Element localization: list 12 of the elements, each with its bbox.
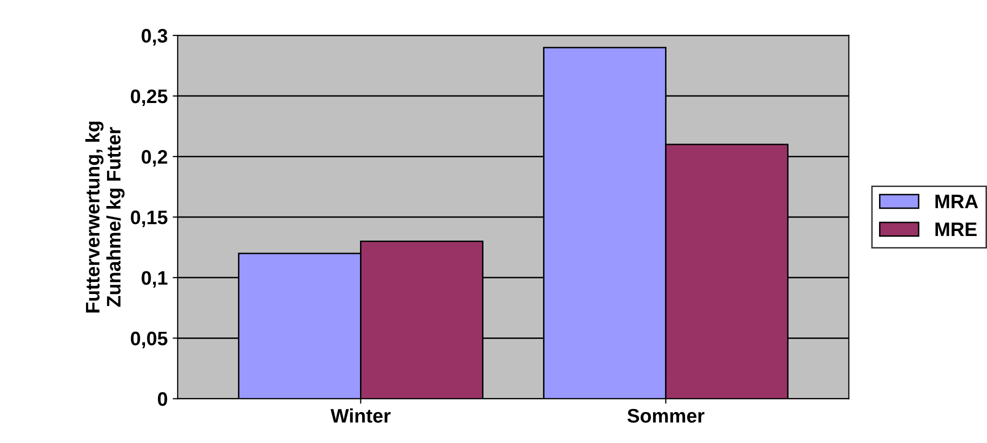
legend-label: MRE — [935, 222, 977, 236]
y-tick-label: 0,05 — [130, 332, 168, 348]
y-tick-label: 0,3 — [142, 28, 168, 46]
y-tick-label: 0 — [158, 392, 168, 406]
y-tick-label: 0,1 — [142, 271, 168, 288]
y-tick-label: 0,25 — [130, 89, 168, 106]
legend-label: MRA — [935, 194, 978, 208]
x-tick-label: Sommer — [627, 408, 704, 423]
x-tick-label: Winter — [330, 408, 391, 423]
y-tick-label: 0,2 — [142, 150, 168, 167]
y-tick-label: 0,15 — [130, 210, 168, 228]
y-axis-title: Futterverwertung, kg Zunahme/ kg Futter — [85, 122, 125, 312]
